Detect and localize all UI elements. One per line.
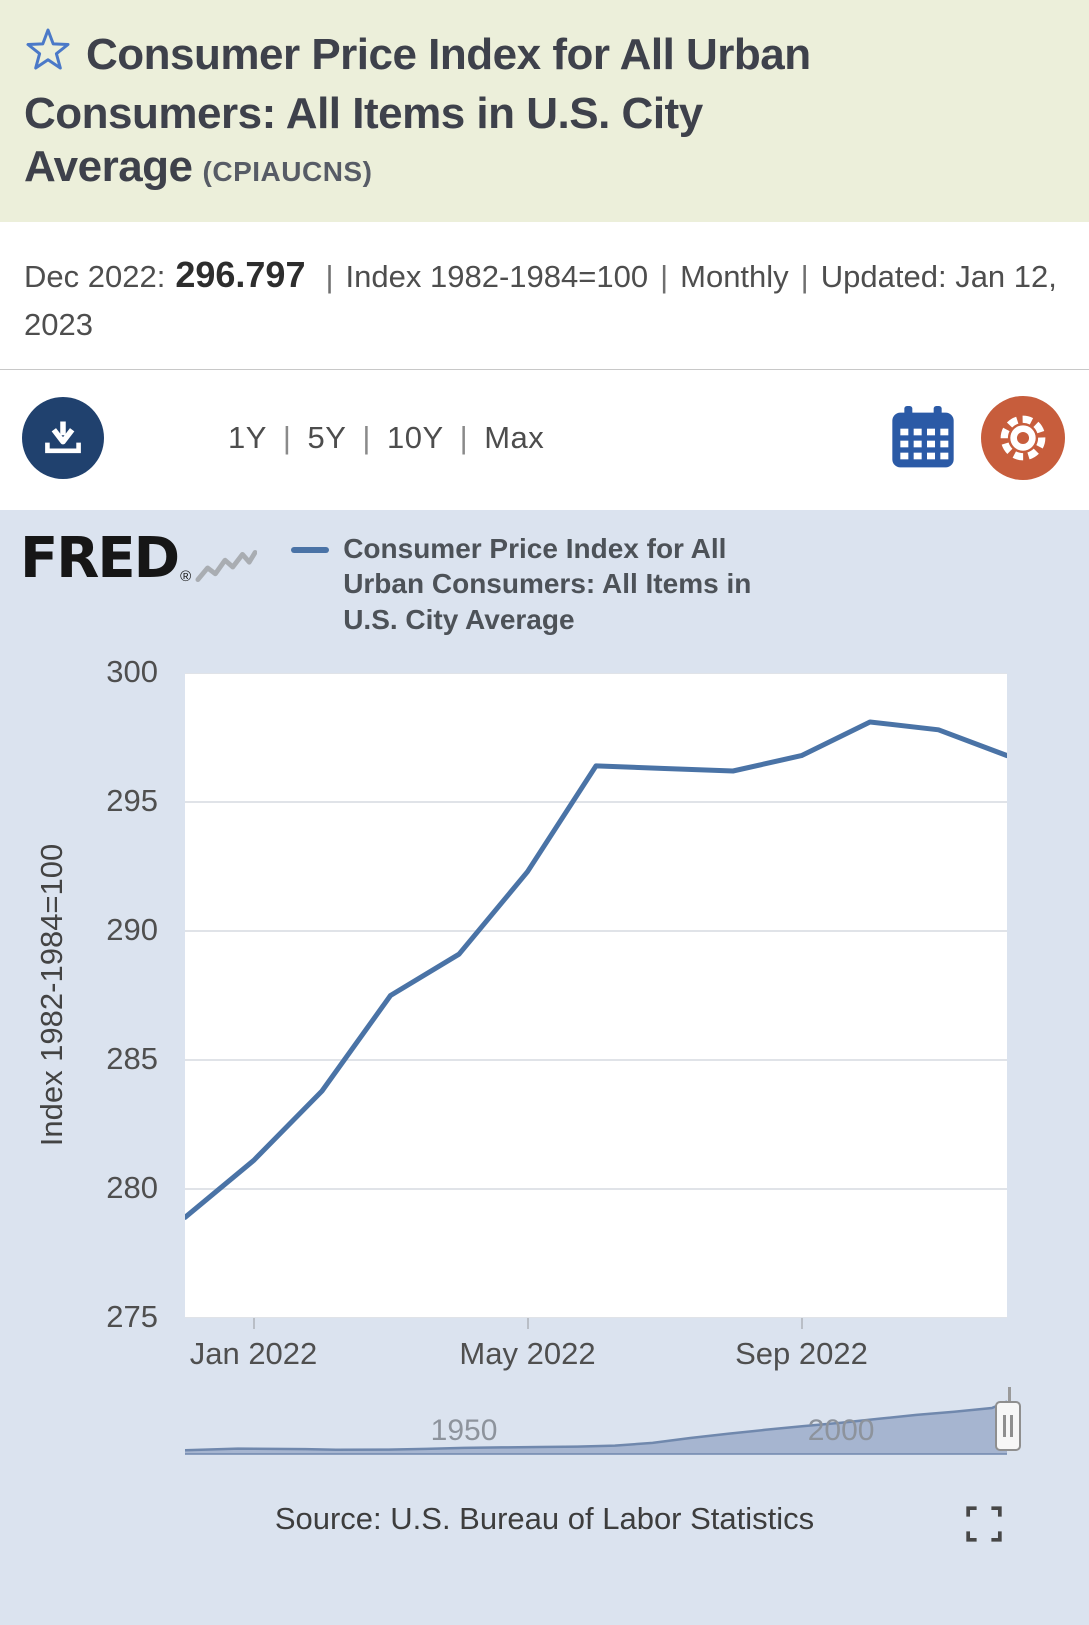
separator: |	[362, 419, 371, 455]
download-icon	[45, 421, 81, 453]
separator: |	[282, 419, 292, 455]
chart-header-row: FRED ® Consumer Price Index for All Urba…	[20, 525, 773, 638]
date-range-slider[interactable]: 1950 2000	[184, 1386, 1021, 1455]
calendar-button[interactable]	[891, 405, 955, 470]
chart-legend: Consumer Price Index for All Urban Consu…	[291, 531, 773, 638]
range-5y[interactable]: 5Y	[307, 419, 347, 455]
download-button[interactable]	[22, 396, 104, 479]
fred-logo-text: FRED	[20, 525, 180, 591]
series-title-text: Consumer Price Index for All Urban Consu…	[24, 30, 811, 192]
range-slider-chart	[184, 1399, 1008, 1455]
x-tick-mark	[526, 1317, 529, 1329]
x-tick-label: May 2022	[459, 1335, 596, 1371]
fred-sparkline-icon	[195, 549, 258, 582]
updated-label: Updated:	[820, 259, 947, 295]
fred-logo[interactable]: FRED ®	[20, 525, 258, 591]
range-max[interactable]: Max	[484, 419, 545, 455]
series-header: Consumer Price Index for All Urban Consu…	[0, 0, 1089, 223]
observation-value: 296.797	[175, 254, 306, 296]
y-tick-label: 285	[106, 1040, 158, 1076]
y-axis-title: Index 1982-1984=100	[34, 843, 69, 1146]
legend-label: Consumer Price Index for All Urban Consu…	[343, 532, 752, 635]
source-attribution: Source: U.S. Bureau of Labor Statistics	[274, 1500, 815, 1536]
observation-date: Dec 2022:	[24, 259, 166, 295]
separator: |	[459, 419, 469, 455]
favorite-star-icon[interactable]	[24, 26, 72, 87]
fullscreen-icon	[966, 1505, 1002, 1542]
registered-mark: ®	[180, 567, 192, 585]
gear-icon	[1000, 415, 1046, 460]
x-tick-mark	[800, 1317, 803, 1329]
range-year-label: 1950	[430, 1413, 498, 1447]
divider	[0, 368, 1089, 370]
x-tick-label: Sep 2022	[735, 1335, 868, 1371]
chart-plot[interactable]	[185, 672, 1007, 1318]
separator: |	[660, 259, 669, 295]
legend-line-swatch	[291, 546, 330, 553]
frequency-label: Monthly	[680, 259, 789, 295]
range-10y[interactable]: 10Y	[386, 419, 444, 455]
date-range-links: 1Y | 5Y | 10Y | Max	[228, 420, 544, 456]
x-tick-label: Jan 2022	[189, 1335, 318, 1371]
series-id: (CPIAUCNS)	[202, 156, 373, 188]
y-tick-label: 280	[106, 1169, 158, 1205]
y-tick-label: 295	[106, 782, 158, 818]
units-label: Index 1982-1984=100	[345, 259, 649, 295]
range-year-label: 2000	[807, 1413, 875, 1447]
chart-toolbar: 1Y | 5Y | 10Y | Max	[0, 370, 1089, 510]
page-title: Consumer Price Index for All Urban Consu…	[24, 26, 1059, 194]
grip-line	[1010, 1414, 1013, 1437]
grip-line	[1003, 1414, 1006, 1437]
separator: |	[800, 259, 809, 295]
fullscreen-button[interactable]	[965, 1505, 1003, 1543]
y-tick-label: 290	[106, 911, 158, 947]
chart-section: FRED ® Consumer Price Index for All Urba…	[0, 509, 1089, 1625]
x-tick-mark	[252, 1317, 255, 1329]
settings-button[interactable]	[981, 395, 1065, 480]
y-tick-label: 275	[106, 1298, 158, 1334]
plot-svg	[185, 672, 1007, 1318]
slider-handle[interactable]	[995, 1386, 1021, 1451]
separator: |	[325, 259, 334, 295]
calendar-icon	[892, 405, 954, 467]
y-tick-label: 300	[106, 653, 158, 689]
series-info-bar: Dec 2022: 296.797 | Index 1982-1984=100 | Mon…	[0, 222, 1089, 369]
range-1y[interactable]: 1Y	[228, 419, 267, 455]
updated-date: Jan 12, 2023	[24, 259, 1057, 343]
